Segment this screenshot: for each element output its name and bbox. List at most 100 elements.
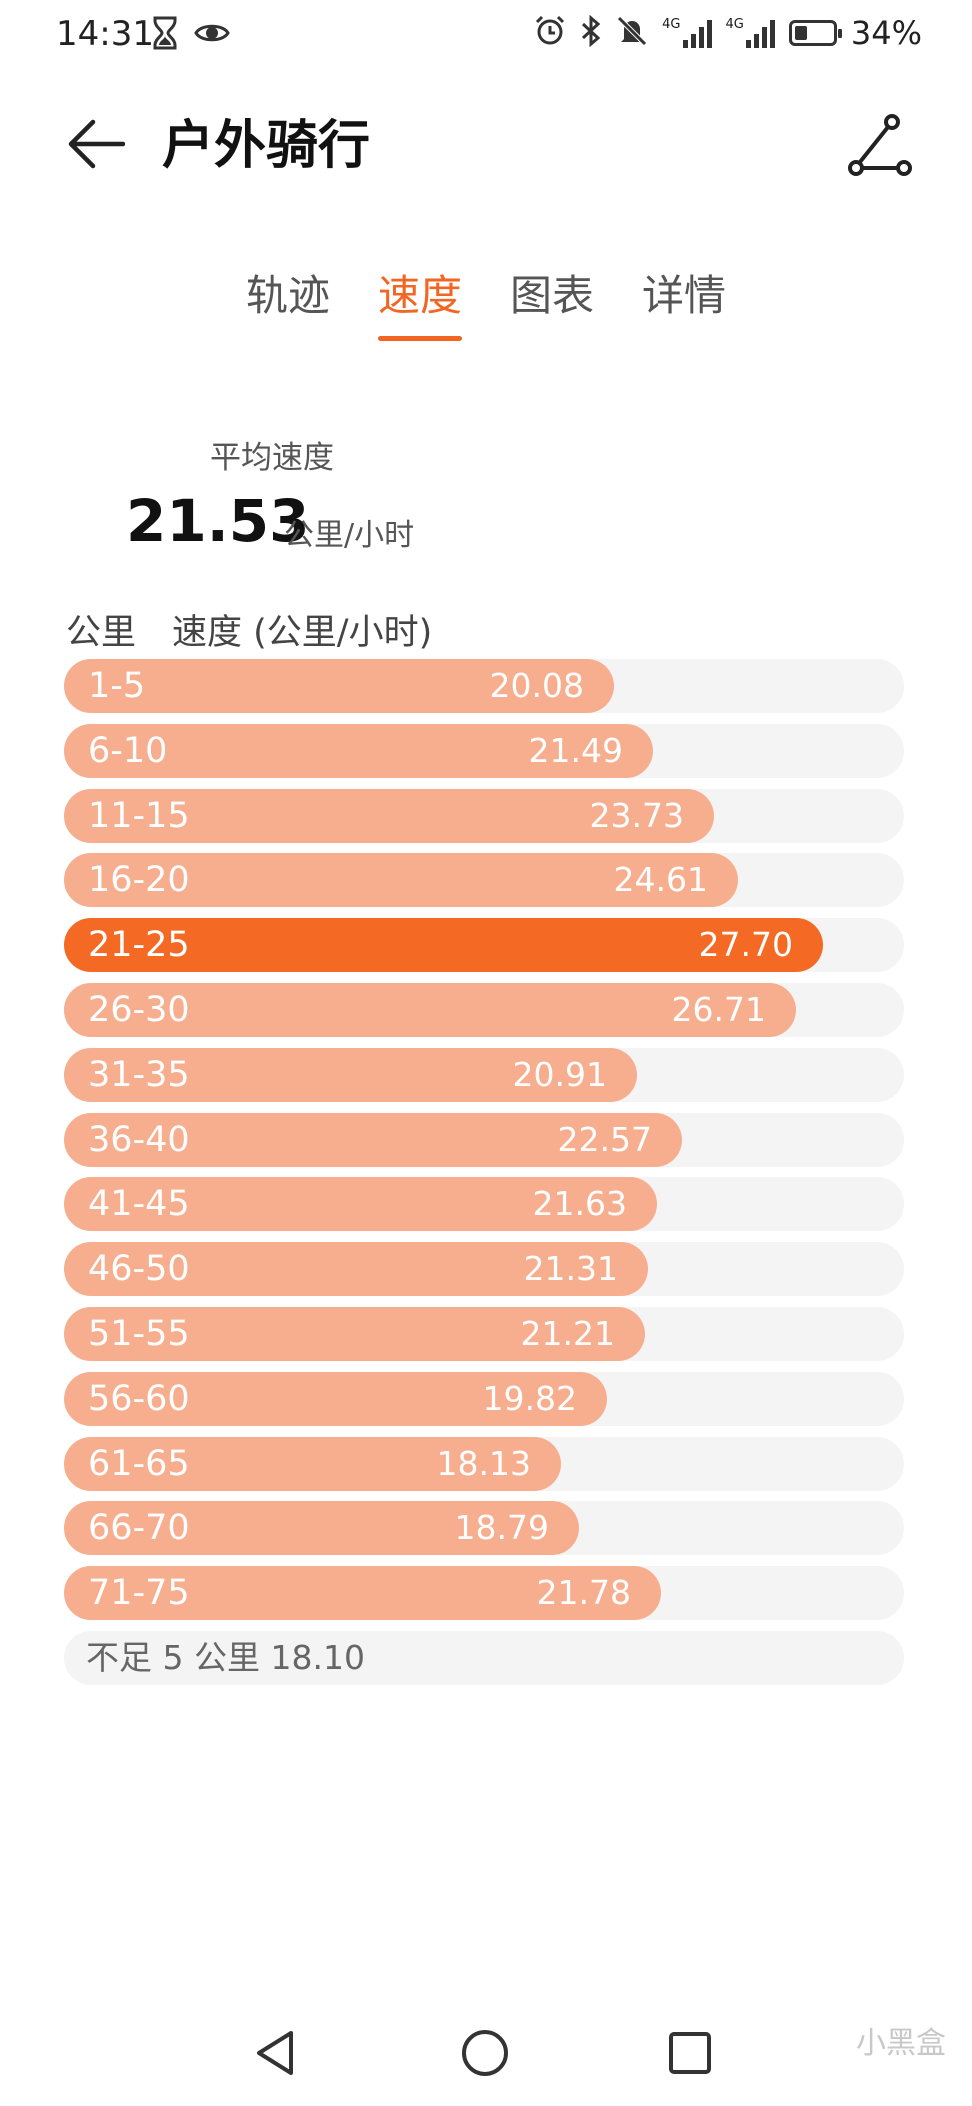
speed-row: 66-70 18.79 <box>64 1501 904 1556</box>
watermark: 小黑盒 <box>856 2026 946 2061</box>
speed-row: 71-75 21.78 <box>64 1566 904 1621</box>
row-speed-value: 21.31 <box>523 1249 618 1289</box>
row-speed-value: 18.79 <box>454 1508 549 1548</box>
back-button[interactable] <box>62 112 130 180</box>
row-speed-value: 20.08 <box>489 666 584 705</box>
nav-recents-button[interactable] <box>655 2020 725 2090</box>
speed-bar <box>64 918 823 973</box>
speed-bar <box>64 788 714 843</box>
row-speed-value: 18.13 <box>436 1443 531 1483</box>
row-speed-value: 21.63 <box>532 1184 627 1224</box>
signal-4g-icon: 4G <box>726 18 775 48</box>
speed-bar <box>64 982 796 1037</box>
row-km-label: 46-50 <box>88 1249 190 1290</box>
speed-bar <box>64 853 738 908</box>
row-speed-value: 19.82 <box>482 1378 577 1418</box>
page-title: 户外骑行 <box>162 116 371 176</box>
row-km-label: 16-20 <box>88 860 190 901</box>
signal-4g-icon: 4G <box>662 18 712 48</box>
row-speed-value: 26.71 <box>671 989 766 1029</box>
tab-details[interactable]: 详情 <box>642 271 727 320</box>
under-5km-text: 不足 5 公里 18.10 <box>86 1637 365 1677</box>
system-nav-bar <box>0 2000 972 2106</box>
speed-split-list: 1-5 20.08 6-10 21.49 11-15 23.73 16-20 24.61 21-… <box>64 659 904 1696</box>
row-speed-value: 27.70 <box>698 925 793 965</box>
row-km-label: 36-40 <box>88 1119 190 1160</box>
row-km-label: 31-35 <box>88 1054 190 1095</box>
nav-back-button[interactable] <box>240 2020 310 2090</box>
speed-row: 1-5 20.08 <box>64 659 904 713</box>
speed-row: 51-55 21.21 <box>64 1306 904 1361</box>
speed-row: 31-35 20.91 <box>64 1047 904 1102</box>
row-km-label: 26-30 <box>88 989 190 1030</box>
mute-icon <box>616 15 648 51</box>
tab-speed[interactable]: 速度 <box>377 262 463 341</box>
battery-percent: 34% <box>850 14 922 52</box>
speed-bar <box>64 1371 607 1426</box>
bluetooth-icon <box>580 14 602 51</box>
speed-row: 11-15 23.73 <box>64 788 904 843</box>
row-speed-value: 22.57 <box>557 1119 652 1159</box>
row-km-label: 71-75 <box>88 1573 190 1614</box>
average-speed-unit: 公里/小时 <box>284 518 415 553</box>
row-speed-value: 21.21 <box>520 1313 615 1353</box>
status-bar: 14:31 4G 4G 34% <box>0 0 972 70</box>
row-km-label: 21-25 <box>88 925 190 966</box>
nav-recents-icon <box>666 2029 714 2081</box>
speed-bar <box>64 1177 657 1232</box>
tab-track[interactable]: 轨迹 <box>245 271 330 320</box>
row-speed-value: 23.73 <box>589 795 684 835</box>
speed-row: 26-30 26.71 <box>64 982 904 1037</box>
row-km-label: 61-65 <box>88 1443 190 1484</box>
nav-home-button[interactable] <box>450 2020 520 2090</box>
row-speed-value: 21.78 <box>536 1573 631 1613</box>
hourglass-icon <box>152 16 178 54</box>
nav-home-icon <box>459 2027 511 2083</box>
row-km-label: 6-10 <box>88 730 168 771</box>
status-time: 14:31 <box>56 14 154 54</box>
speed-bar <box>64 659 614 713</box>
row-km-label: 51-55 <box>88 1313 190 1354</box>
column-header-km: 公里 <box>66 613 137 653</box>
speed-bar <box>64 1436 561 1491</box>
route-share-icon <box>844 114 916 186</box>
eye-icon <box>194 20 230 50</box>
row-km-label: 66-70 <box>88 1508 190 1549</box>
speed-row: 46-50 21.31 <box>64 1242 904 1297</box>
speed-row: 41-45 21.63 <box>64 1177 904 1232</box>
speed-bar <box>64 1501 579 1556</box>
average-speed-value: 21.53 <box>126 487 310 555</box>
back-arrow-icon <box>67 118 126 174</box>
bar-track <box>64 1630 904 1685</box>
under-5km-row: 不足 5 公里 18.10 <box>64 1630 904 1685</box>
alarm-icon <box>534 15 566 51</box>
row-km-label: 41-45 <box>88 1184 190 1225</box>
nav-back-icon <box>251 2027 299 2083</box>
average-speed-label: 平均速度 <box>210 440 334 476</box>
speed-bar <box>64 1047 637 1102</box>
tab-chart[interactable]: 图表 <box>510 271 595 320</box>
speed-row: 21-25 27.70 <box>64 918 904 973</box>
battery-icon <box>788 20 842 46</box>
row-km-label: 56-60 <box>88 1378 190 1419</box>
route-share-button[interactable] <box>844 110 916 182</box>
speed-row: 36-40 22.57 <box>64 1112 904 1167</box>
speed-row: 16-20 24.61 <box>64 853 904 908</box>
speed-row: 6-10 21.49 <box>64 723 904 778</box>
row-speed-value: 20.91 <box>512 1054 607 1094</box>
speed-bar <box>64 1306 645 1361</box>
status-left-icons <box>152 16 230 54</box>
column-header-speed: 速度 (公里/小时) <box>172 613 433 653</box>
status-right-icons: 4G 4G 34% <box>534 14 922 52</box>
speed-row: 56-60 19.82 <box>64 1371 904 1426</box>
row-km-label: 11-15 <box>88 795 190 836</box>
row-speed-value: 24.61 <box>613 860 708 900</box>
app-header: 户外骑行 <box>0 90 972 200</box>
speed-row: 61-65 18.13 <box>64 1436 904 1491</box>
speed-bar <box>64 1112 682 1167</box>
speed-bar <box>64 1566 661 1621</box>
speed-bar <box>64 723 653 778</box>
tab-bar: 轨迹 速度 图表 详情 <box>0 262 972 341</box>
row-km-label: 1-5 <box>88 666 146 706</box>
row-speed-value: 21.49 <box>528 730 623 770</box>
